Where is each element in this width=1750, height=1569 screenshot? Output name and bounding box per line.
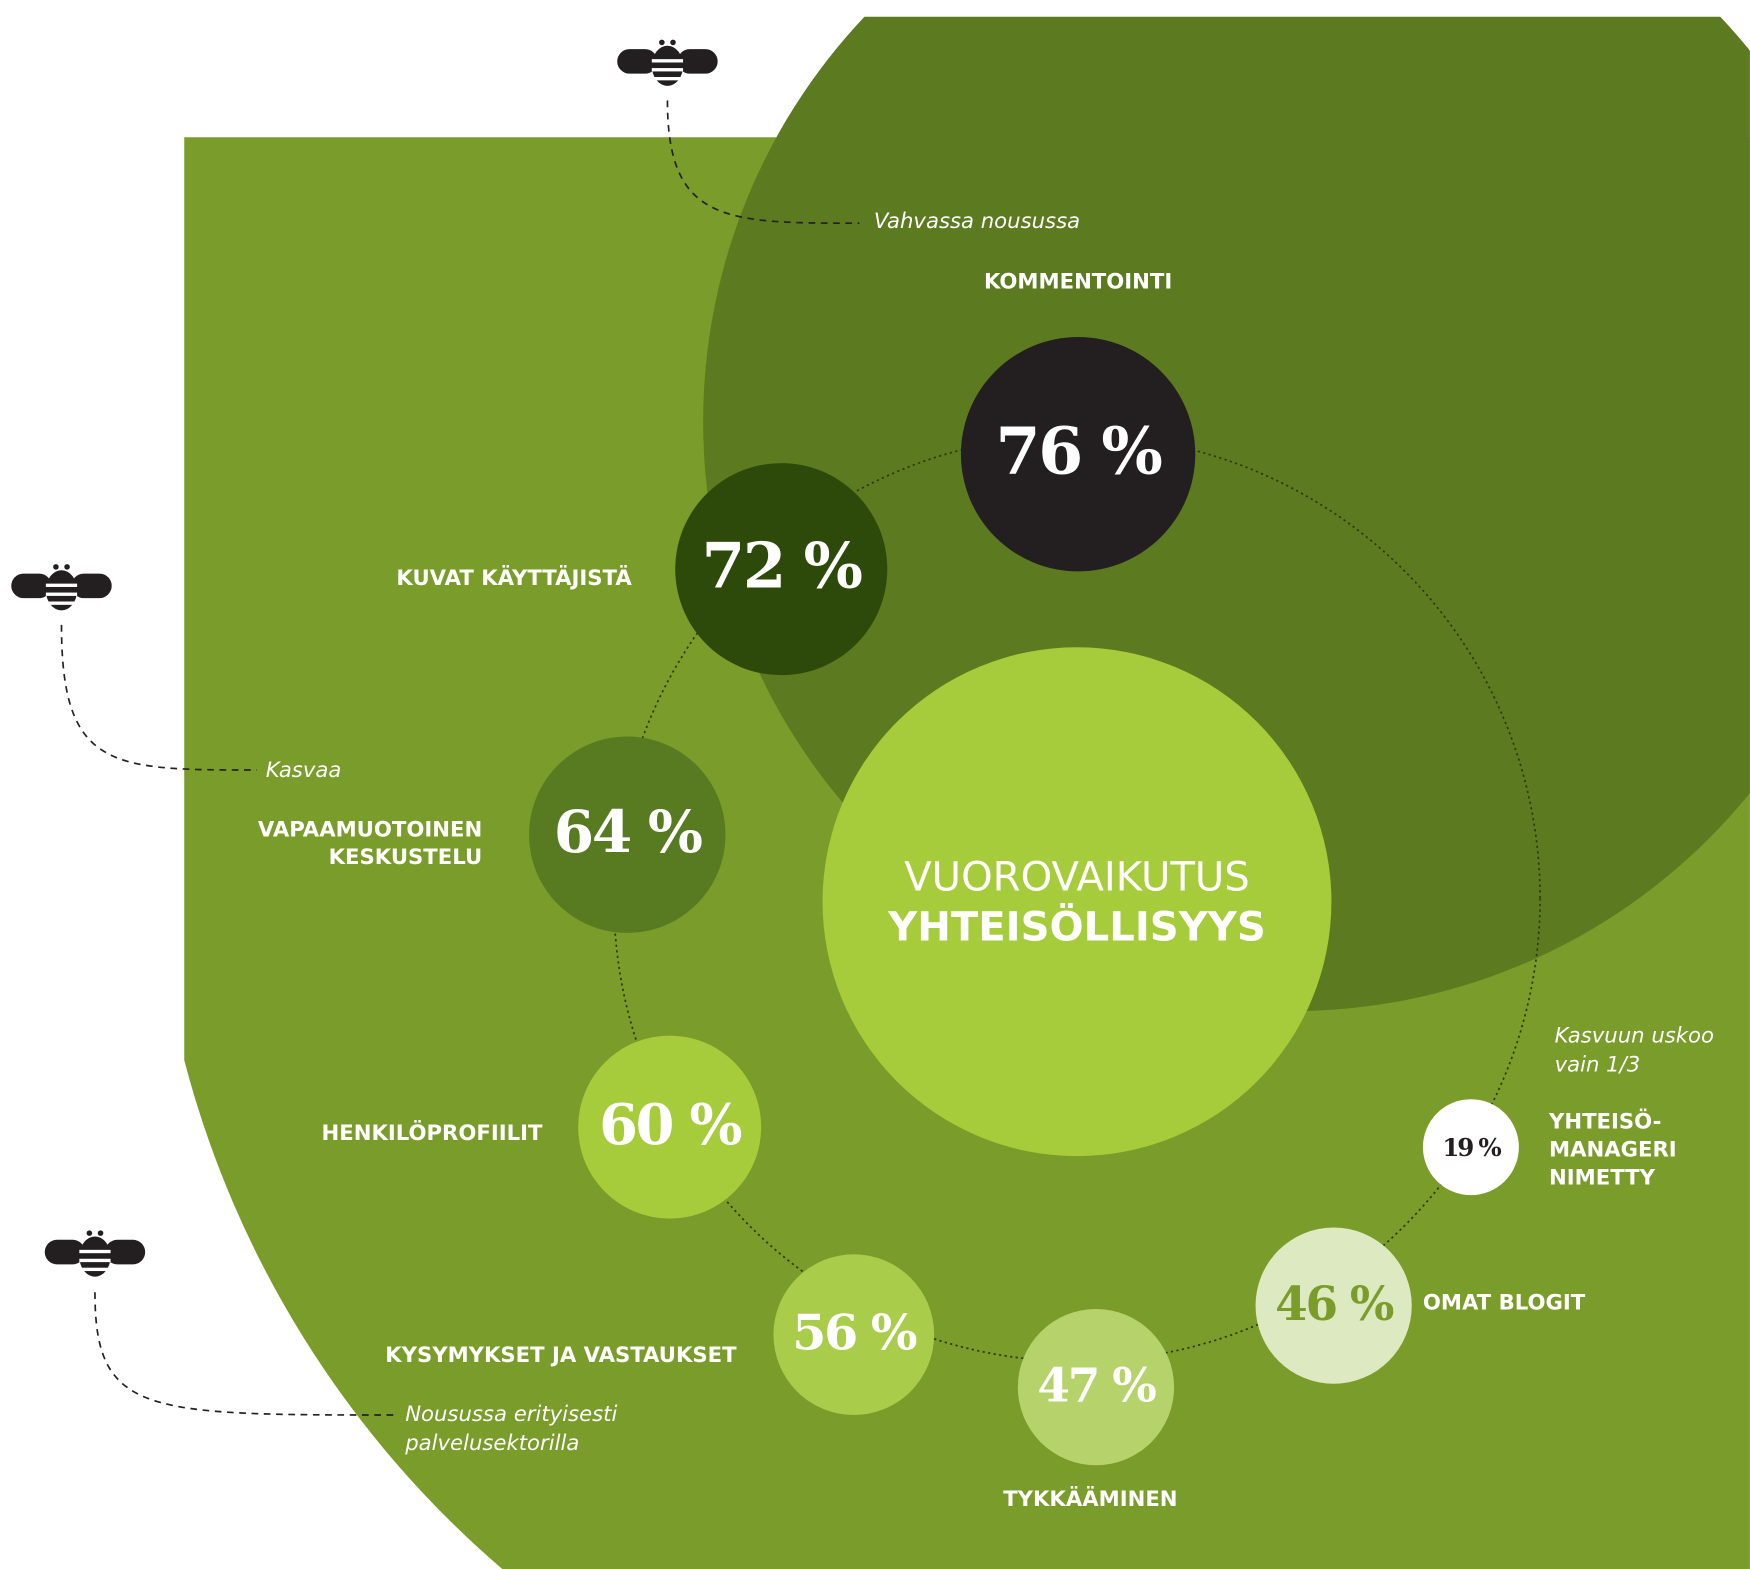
bee-stripe <box>79 1249 111 1254</box>
bubble <box>529 736 726 933</box>
note: Vahvassa nousussa <box>874 208 1080 233</box>
bee-wing <box>71 573 112 599</box>
bubble <box>960 337 1196 572</box>
bee-eye <box>86 1230 93 1236</box>
bee-stripe <box>651 76 684 81</box>
item-label: KUVAT KÄYTTÄJISTÄ <box>396 565 632 590</box>
percent: 56 % <box>792 1303 917 1361</box>
bee-stripe <box>79 1258 111 1263</box>
center-circle <box>822 647 1332 1157</box>
note: vain 1/3 <box>1555 1052 1641 1077</box>
item-label: VAPAAMUOTOINEN <box>258 816 482 841</box>
percent: 60 % <box>599 1093 741 1158</box>
bee-wing <box>11 573 52 599</box>
item-label: NIMETTY <box>1549 1164 1656 1189</box>
bubble <box>578 1035 762 1219</box>
percent: 19 % <box>1442 1133 1501 1162</box>
bee-wing <box>677 49 718 74</box>
item-label: KESKUSTELU <box>329 844 483 869</box>
note: Kasvaa <box>266 757 342 782</box>
bee-wing <box>105 1239 146 1265</box>
note: Kasvuun uskoo <box>1555 1023 1714 1048</box>
bee-wing <box>617 49 658 74</box>
bee-eye <box>64 564 70 570</box>
bee-body <box>79 1236 111 1277</box>
bee-stripe <box>45 583 78 587</box>
bee-stripe <box>45 592 78 596</box>
bee-stripe <box>45 601 78 605</box>
item-label: YHTEISÖ- <box>1548 1109 1661 1134</box>
bubble <box>675 463 888 676</box>
item-label: KOMMENTOINTI <box>984 268 1172 293</box>
bee-stripe <box>651 59 684 63</box>
percent: 46 % <box>1275 1277 1394 1332</box>
bee-body <box>45 570 78 611</box>
bubble <box>1255 1227 1412 1384</box>
item-label: OMAT BLOGIT <box>1423 1289 1586 1314</box>
bee-eye <box>53 564 59 570</box>
percent: 76 % <box>996 413 1162 489</box>
item-label: KYSYMYKSET JA VASTAUKSET <box>385 1342 737 1367</box>
item-label: MANAGERI <box>1549 1137 1677 1162</box>
note: Nousussa erityisesti <box>405 1401 617 1426</box>
item-label: TYKKÄÄMINEN <box>1003 1486 1177 1511</box>
bee-wing <box>44 1239 85 1265</box>
center-line1: VUOROVAIKUTUS <box>904 854 1250 900</box>
percent: 72 % <box>702 528 862 602</box>
bee-stripe <box>79 1267 111 1272</box>
item-label: HENKILÖPROFIILIT <box>322 1120 543 1145</box>
connectors <box>60 100 860 1416</box>
note: palvelusektorilla <box>404 1430 579 1455</box>
percent: 47 % <box>1037 1358 1156 1413</box>
bubble <box>1422 1099 1519 1196</box>
bubble <box>1017 1308 1175 1466</box>
bee-eye <box>97 1230 104 1236</box>
center-line2: YHTEISÖLLISYYS <box>887 903 1266 951</box>
bubble <box>773 1254 935 1416</box>
bee-stripe <box>651 68 684 72</box>
bee-eye <box>670 39 676 46</box>
bee-eye <box>659 39 665 46</box>
bee-body <box>651 45 684 86</box>
percent: 64 % <box>554 798 702 866</box>
bee-icons <box>11 39 718 1277</box>
